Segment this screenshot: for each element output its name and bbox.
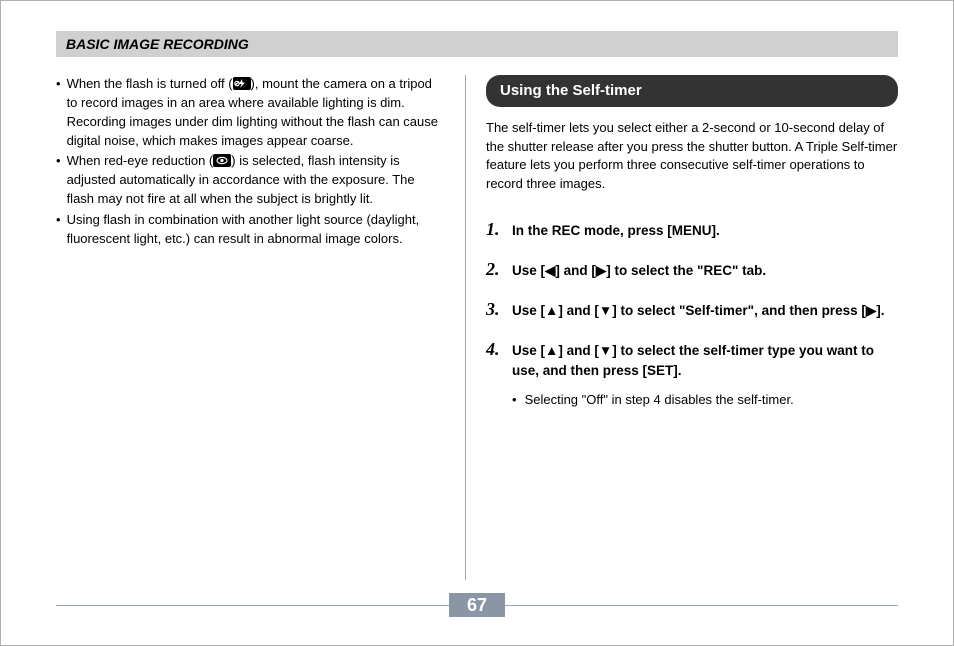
- redeye-icon: [213, 154, 231, 167]
- section-header: BASIC IMAGE RECORDING: [56, 31, 898, 57]
- column-divider: [465, 75, 466, 580]
- step-text: Use [◀] and [▶] to select the "REC" tab.: [512, 261, 898, 281]
- step-text: Use [▲] and [▼] to select "Self-timer", …: [512, 301, 898, 321]
- step-item: 3.Use [▲] and [▼] to select "Self-timer"…: [486, 296, 898, 322]
- bullet-dot: •: [56, 211, 61, 249]
- step-number: 4.: [486, 336, 512, 362]
- bullet-item: •When red-eye reduction () is selected, …: [56, 152, 441, 209]
- bullet-text: When red-eye reduction () is selected, f…: [65, 152, 441, 209]
- bullet-dot: •: [512, 391, 517, 410]
- bullet-dot: •: [56, 152, 61, 209]
- page-number: 67: [449, 593, 505, 617]
- step-number: 1.: [486, 216, 512, 242]
- sub-bullet-text: Selecting "Off" in step 4 disables the s…: [525, 391, 794, 410]
- page-footer: 67: [56, 593, 898, 617]
- bullet-item: •When the flash is turned off (), mount …: [56, 75, 441, 150]
- step-number: 3.: [486, 296, 512, 322]
- step-item: 2.Use [◀] and [▶] to select the "REC" ta…: [486, 256, 898, 282]
- section-pill-title: Using the Self-timer: [486, 75, 898, 107]
- two-column-layout: •When the flash is turned off (), mount …: [56, 75, 898, 580]
- step-item: 4.Use [▲] and [▼] to select the self-tim…: [486, 336, 898, 380]
- step-text: In the REC mode, press [MENU].: [512, 221, 898, 241]
- step-text: Use [▲] and [▼] to select the self-timer…: [512, 341, 898, 380]
- right-column: Using the Self-timer The self-timer lets…: [478, 75, 898, 580]
- step-number: 2.: [486, 256, 512, 282]
- intro-paragraph: The self-timer lets you select either a …: [486, 119, 898, 194]
- left-column: •When the flash is turned off (), mount …: [56, 75, 461, 580]
- bullet-list: •When the flash is turned off (), mount …: [56, 75, 441, 249]
- bullet-text: Using flash in combination with another …: [65, 211, 441, 249]
- bullet-dot: •: [56, 75, 61, 150]
- bullet-item: •Using flash in combination with another…: [56, 211, 441, 249]
- step-item: 1.In the REC mode, press [MENU].: [486, 216, 898, 242]
- step-list: 1.In the REC mode, press [MENU].2.Use [◀…: [486, 216, 898, 380]
- flash-off-icon: [233, 77, 251, 90]
- sub-bullet: • Selecting "Off" in step 4 disables the…: [512, 391, 898, 410]
- bullet-text: When the flash is turned off (), mount t…: [65, 75, 441, 150]
